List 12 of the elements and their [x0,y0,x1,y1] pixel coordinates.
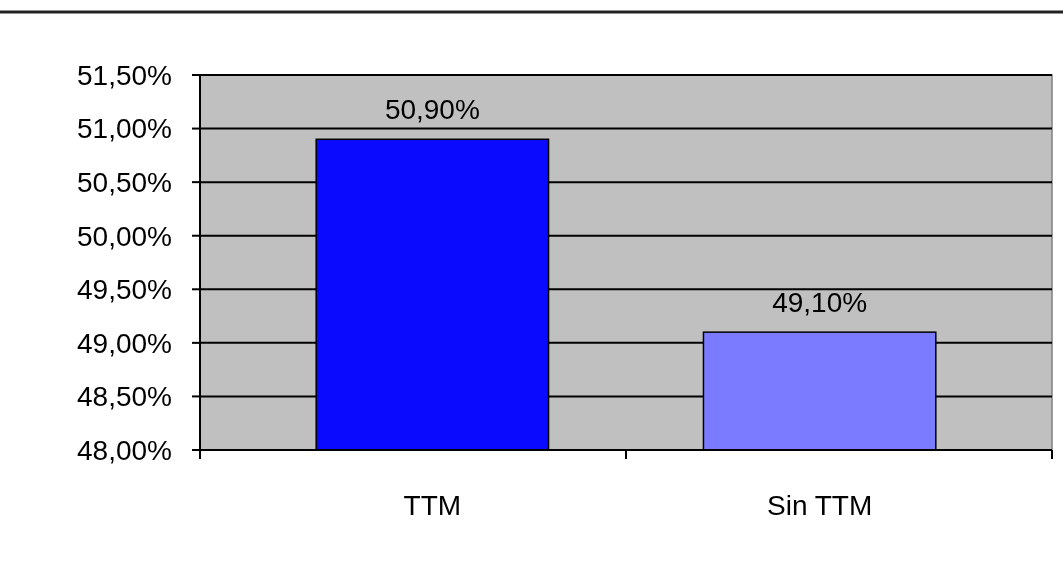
x-tick-label: TTM [403,490,462,521]
data-label: 50,90% [384,94,480,126]
y-tick-label: 48,50% [77,381,172,413]
y-tick-label: 51,50% [77,59,172,91]
y-tick-label: 49,50% [77,274,172,306]
y-tick-label: 50,00% [77,220,172,252]
y-tick-label: 51,00% [77,113,172,145]
x-tick-label: Sin TTM [767,490,873,521]
y-tick-label: 49,00% [77,327,172,359]
y-tick-label: 50,50% [77,166,172,198]
y-tick-label: 48,00% [77,434,172,466]
data-label: 49,10% [772,287,868,319]
